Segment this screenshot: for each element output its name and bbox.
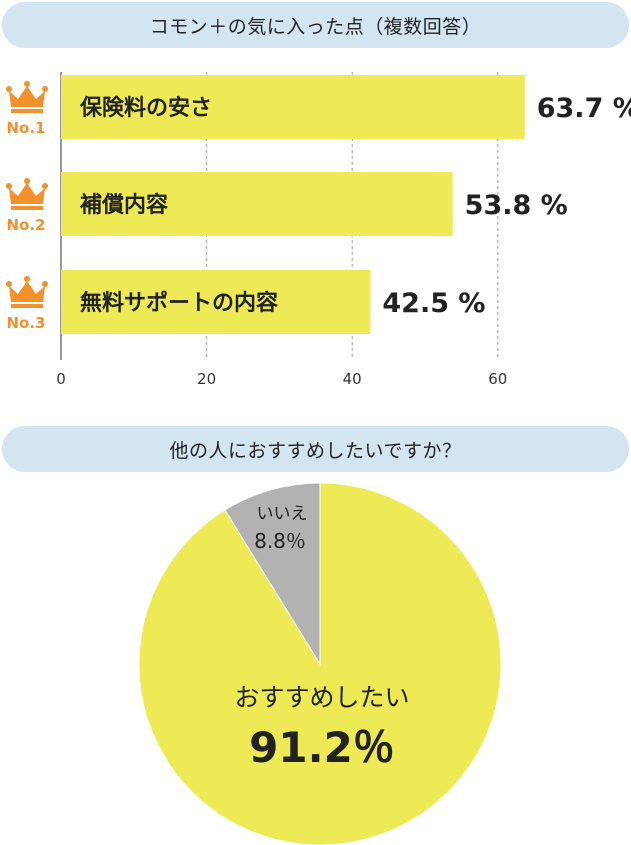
bar-chart: 保険料の安さ 63.7 % 補償内容 53.8 % 無料サポートの内容 42.5 % 0 2… — [6, 72, 631, 388]
pie-slice-label: おすすめしたい — [234, 683, 409, 712]
rank-label: No.3 — [7, 314, 46, 332]
pie-value-label: 8.8％ — [254, 529, 306, 553]
pie-chart-title: 他の人におすすめしたいですか？ — [2, 426, 629, 472]
rank-label: No.1 — [7, 119, 46, 137]
bar-chart-title: コモン＋の気に入った点（複数回答） — [2, 2, 629, 48]
crown-icon — [6, 81, 48, 113]
bar — [61, 172, 453, 236]
pie-slice-label: いいえ — [257, 504, 308, 524]
pie-slice — [138, 482, 502, 845]
bar-category-label: 保険料の安さ — [79, 95, 212, 121]
bar-value-label: 42.5 % — [382, 288, 485, 319]
bar — [61, 270, 371, 334]
x-tick-label: 0 — [56, 370, 66, 388]
bar-value-label: 63.7 % — [537, 93, 631, 124]
crown-icon — [6, 178, 48, 210]
bar — [61, 75, 525, 139]
x-tick-label: 20 — [197, 370, 216, 388]
bar-category-label: 無料サポートの内容 — [80, 290, 278, 316]
x-tick-label: 60 — [488, 370, 507, 388]
crown-icon — [6, 276, 48, 308]
pie-slice — [224, 482, 321, 666]
bar-value-label: 53.8 % — [465, 190, 568, 221]
x-tick-label: 40 — [343, 370, 362, 388]
rank-label: No.2 — [7, 216, 46, 234]
bar-category-label: 補償内容 — [79, 192, 168, 218]
pie-value-label: 91.2％ — [249, 723, 395, 772]
